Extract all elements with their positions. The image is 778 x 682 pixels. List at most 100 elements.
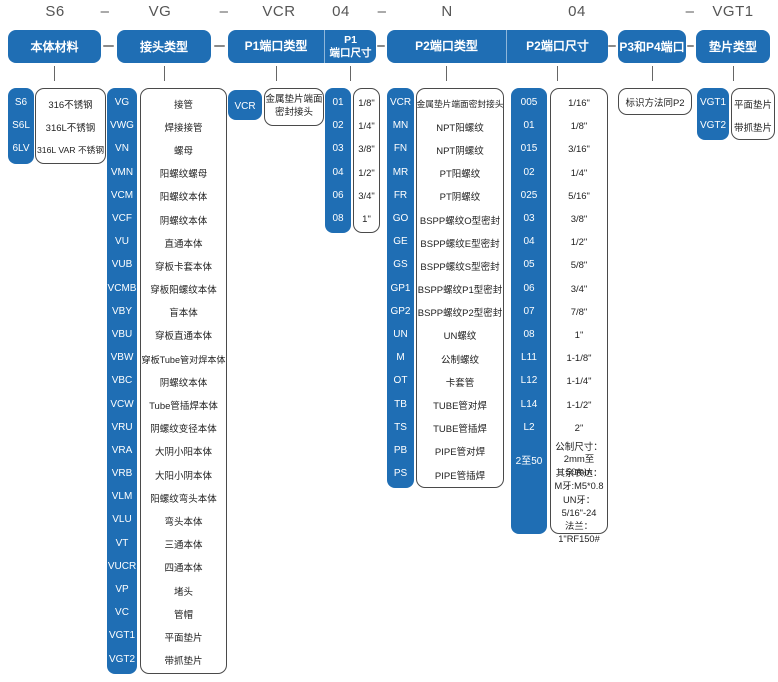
desc-cell: 平面垫片 xyxy=(164,632,203,644)
header-p3-p4-port: P3和P4端口 xyxy=(618,30,686,63)
header-connector-type: 接头类型 xyxy=(117,30,211,63)
desc-cell: 阴螺纹本体 xyxy=(159,215,208,227)
desc-cell: TUBE管插焊 xyxy=(433,424,487,436)
pn-code: VCR xyxy=(262,3,296,20)
code-cell: GE xyxy=(393,236,408,248)
code-cell: 01 xyxy=(332,97,344,109)
desc-cell: 1/8" xyxy=(358,98,375,110)
code-cell: VLU xyxy=(112,514,132,526)
code-cell: VGT1 xyxy=(699,97,727,109)
desc-cell: 7/8" xyxy=(570,306,588,318)
desc-cell: 穿板Tube管对焊本体 xyxy=(141,354,226,365)
desc-cell: 阳螺纹本体 xyxy=(159,192,208,204)
code-cell: 2至50 xyxy=(515,456,543,468)
code-cell: L14 xyxy=(520,398,538,410)
connector-tick xyxy=(446,66,447,81)
code-cell: VGT2 xyxy=(699,120,727,132)
code-cell: M xyxy=(396,352,405,364)
desc-cell: 金属垫片端面密封接头 xyxy=(416,99,504,110)
connector-dash xyxy=(214,45,225,47)
code-cell: 06 xyxy=(523,282,535,294)
code-cell: VU xyxy=(115,236,129,248)
desc-cell: 螺母 xyxy=(173,145,193,157)
header-group: P2端口类型 P2端口尺寸 xyxy=(387,30,608,63)
code-cell: 6LV xyxy=(12,143,30,155)
code-cell: PB xyxy=(393,444,408,456)
code-cell: 02 xyxy=(332,120,344,132)
desc-cell: 三通本体 xyxy=(164,540,203,552)
code-cell: VP xyxy=(115,584,129,596)
header-body-material: 本体材料 xyxy=(8,30,101,63)
desc-cell: 弯头本体 xyxy=(164,516,203,528)
desc-cell: 5/8" xyxy=(570,260,588,272)
desc-cell: 四通本体 xyxy=(164,563,203,575)
code-pill-p2-port-type: VCR MN FN MR FR GO GE GS GP1 GP2 UN M OT TB TS PB PS xyxy=(387,88,414,489)
desc-cell: 3/4" xyxy=(570,283,588,295)
desc-cell: 3/8" xyxy=(570,214,588,226)
desc-cell: 阳螺纹弯头本体 xyxy=(150,493,217,505)
code-cell: 07 xyxy=(523,305,535,317)
desc-box-p1-port-type: 金属垫片端面 密封接头 xyxy=(264,88,324,126)
desc-box-gasket-type: 平面垫片 带抓垫片 xyxy=(731,88,775,141)
code-cell: VRA xyxy=(111,444,133,456)
code-cell: 03 xyxy=(523,213,535,225)
code-cell: L12 xyxy=(520,375,538,387)
code-pill-body-material: S6 S6L 6LV xyxy=(8,88,34,164)
connector-tick xyxy=(164,66,165,81)
pn-dash: – xyxy=(100,3,110,20)
code-cell: GP2 xyxy=(390,305,411,317)
code-cell: VC xyxy=(115,607,129,619)
code-cell: VMN xyxy=(110,166,134,178)
desc-cell: 穿板卡套本体 xyxy=(154,261,212,273)
code-cell: GS xyxy=(393,259,408,271)
pn-dash: – xyxy=(685,3,695,20)
desc-cell: 1/2" xyxy=(358,167,375,179)
desc-cell: 卡套管 xyxy=(445,377,475,389)
desc-cell: 直通本体 xyxy=(164,238,203,250)
code-cell: VBY xyxy=(111,305,132,317)
code-cell: TB xyxy=(394,398,407,410)
code-cell: MN xyxy=(392,120,409,132)
code-cell: 04 xyxy=(332,166,344,178)
connector-dash xyxy=(687,45,694,47)
code-cell: VN xyxy=(115,143,129,155)
desc-cell: 2" xyxy=(574,422,584,434)
header-p1-port-type: P1端口类型 xyxy=(244,38,308,53)
desc-cell: 堵头 xyxy=(173,586,193,598)
connector-dash xyxy=(608,45,616,47)
code-cell: VCR xyxy=(234,101,256,112)
header-p2-port-type: P2端口类型 xyxy=(415,38,478,53)
code-pill-gasket-type: VGT1 VGT2 xyxy=(697,88,729,141)
desc-cell: 1/8" xyxy=(570,121,588,133)
note-cell: 其余表达： M牙:M5*0.8 UN牙：5/16"-24 法兰：1"RF150# xyxy=(554,468,604,545)
desc-cell: 穿板阳螺纹本体 xyxy=(150,285,217,297)
desc-cell: 1-1/2" xyxy=(566,399,592,411)
desc-cell: 平面垫片 xyxy=(733,99,772,111)
desc-cell: BSPP螺纹P2型密封 xyxy=(417,308,503,320)
code-cell: PS xyxy=(393,468,408,480)
code-cell: UN xyxy=(393,328,408,340)
code-cell: FR xyxy=(393,189,408,201)
desc-cell: 盲本体 xyxy=(169,308,198,320)
desc-box-p1-port-size: 1/8" 1/4" 3/8" 1/2" 3/4" 1" xyxy=(353,88,380,234)
desc-box-p2-port-size: 1/16" 1/8" 3/16" 1/4" 5/16" 3/8" 1/2" 5/8" 3/4" 7… xyxy=(550,88,608,545)
desc-cell: NPT阳螺纹 xyxy=(436,122,484,134)
header-gasket-type: 垫片类型 xyxy=(696,30,770,63)
desc-cell: 1/4" xyxy=(358,121,375,133)
desc-cell: TUBE管对焊 xyxy=(433,401,487,413)
desc-cell: BSPP螺纹S型密封 xyxy=(420,261,500,273)
code-cell: VBC xyxy=(111,375,133,387)
desc-cell: 316L VAR 不锈钢 xyxy=(36,145,105,156)
desc-cell: 公制螺纹 xyxy=(440,354,479,366)
code-cell: VUB xyxy=(111,259,133,271)
code-cell: L2 xyxy=(523,421,535,433)
code-cell: VT xyxy=(115,537,129,549)
code-cell: 06 xyxy=(332,189,344,201)
header-group: P1端口类型 P1 端口尺寸 xyxy=(228,30,376,63)
desc-cell: 大阳小阴本体 xyxy=(154,470,212,482)
code-cell: VCW xyxy=(110,398,134,410)
code-cell: TS xyxy=(394,421,407,433)
header-p1-port-size: P1 端口尺寸 xyxy=(324,30,376,63)
desc-cell: PIPE管对焊 xyxy=(434,447,486,459)
